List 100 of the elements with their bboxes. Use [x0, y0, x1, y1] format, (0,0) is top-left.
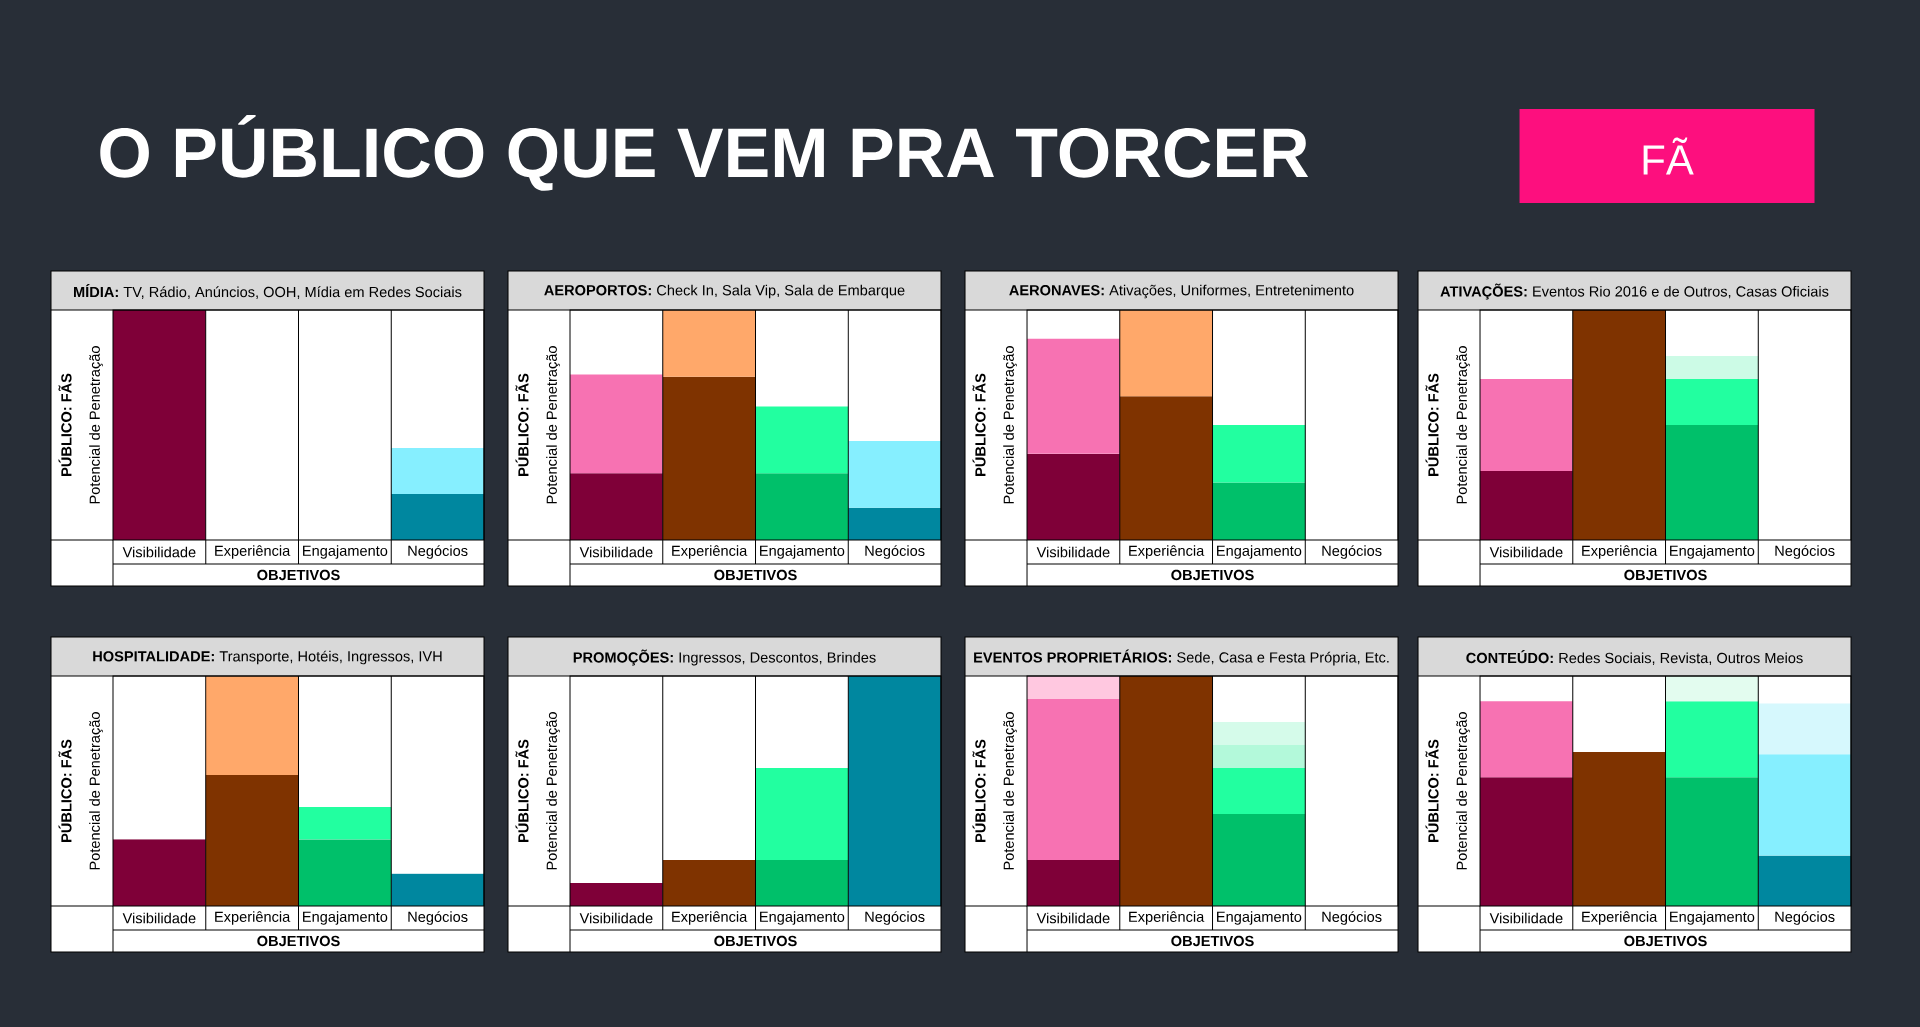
annotation: Potencial de Penetração: [1003, 346, 1017, 504]
x-tick-label: Negócios: [865, 545, 925, 559]
bar: [1758, 754, 1852, 856]
annotation: Potencial de Penetração: [1456, 346, 1470, 504]
x-tick-label: Visibilidade: [579, 546, 653, 558]
y-axis-title: PÚBLICO: FÃS: [1425, 373, 1439, 476]
bar: [1480, 777, 1573, 906]
x-axis-title: OBJETIVOS: [257, 569, 340, 581]
annotation: Potencial de Penetração: [1456, 712, 1470, 870]
x-axis-title: OBJETIVOS: [257, 935, 340, 947]
bar: [755, 406, 849, 474]
bar: [662, 309, 756, 377]
bar: [570, 883, 663, 906]
x-tick-label: Engajamento: [760, 545, 845, 559]
x-axis-title: OBJETIVOS: [1624, 569, 1707, 581]
x-tick-label: Engajamento: [760, 911, 845, 925]
x-axis-title: OBJETIVOS: [714, 569, 797, 581]
x-tick-label: Visibilidade: [1489, 546, 1563, 558]
bar: [755, 860, 849, 906]
bar: [1119, 309, 1213, 397]
x-tick-label: Visibilidade: [1036, 912, 1110, 924]
annotation: Potencial de Penetração: [1003, 712, 1017, 870]
bar: [205, 774, 299, 906]
text: FÃ: [1643, 137, 1694, 175]
y-axis-title: PÚBLICO: FÃS: [58, 373, 72, 476]
chart-title: HOSPITALIDADE: Transporte, Hotéis, Ingressos, IVH: [93, 650, 442, 665]
x-tick-label: Experiência: [1129, 911, 1205, 925]
y-axis-title: PÚBLICO: FÃS: [515, 373, 529, 476]
x-tick-label: Negócios: [1775, 545, 1835, 559]
y-axis-title: PÚBLICO: FÃS: [58, 739, 72, 842]
x-axis-title: OBJETIVOS: [1171, 935, 1254, 947]
bar: [1665, 355, 1759, 379]
chart-title: AEROPORTOS: Check In, Sala Vip, Sala de Embarque: [544, 284, 905, 299]
x-tick-label: Experiência: [1582, 911, 1658, 925]
bar: [113, 839, 206, 906]
annotation: Potencial de Penetração: [546, 712, 560, 870]
chart-title: MÍDIA: TV, Rádio, Anúncios, OOH, Mídia em Redes Sociais: [74, 284, 462, 299]
bar: [1212, 745, 1306, 768]
bar: [1212, 768, 1306, 814]
bar: [1027, 338, 1120, 454]
bar: [1480, 379, 1573, 471]
bar: [1665, 379, 1759, 425]
x-tick-label: Experiência: [1129, 545, 1205, 559]
annotation: Potencial de Penetração: [89, 346, 103, 504]
x-tick-label: Negócios: [865, 911, 925, 925]
bar: [1027, 676, 1120, 699]
x-tick-label: Engajamento: [303, 545, 388, 559]
x-tick-label: Visibilidade: [579, 912, 653, 924]
bar: [848, 441, 942, 508]
text: O PÚBLICO QUE VEM PRA TORCER: [100, 114, 1309, 191]
bar: [570, 374, 663, 474]
annotation: Potencial de Penetração: [89, 712, 103, 870]
bar: [1027, 453, 1120, 540]
bar: [1665, 777, 1759, 906]
x-axis-title: OBJETIVOS: [1171, 569, 1254, 581]
y-axis-title: PÚBLICO: FÃS: [515, 739, 529, 842]
x-tick-label: Engajamento: [1217, 911, 1302, 925]
x-tick-label: Engajamento: [1670, 911, 1755, 925]
x-tick-label: Engajamento: [1670, 545, 1755, 559]
bar: [391, 873, 485, 906]
chart-title: ATIVAÇÕES: Eventos Rio 2016 e de Outros, Casas Oficiais: [1440, 283, 1829, 300]
y-axis-title: PÚBLICO: FÃS: [972, 373, 986, 476]
bar: [1027, 699, 1120, 860]
bar: [298, 807, 392, 840]
x-axis-title: OBJETIVOS: [1624, 935, 1707, 947]
bar: [1119, 396, 1213, 540]
bar: [1212, 814, 1306, 906]
bar: [205, 676, 299, 775]
bar: [570, 473, 663, 540]
bar: [1480, 701, 1573, 778]
chart-title: PROMOÇÕES: Ingressos, Descontos, Brindes: [573, 649, 876, 666]
bar: [1665, 425, 1759, 540]
x-tick-label: Experiência: [1582, 545, 1658, 559]
x-tick-label: Experiência: [672, 911, 748, 925]
bar: [1665, 701, 1759, 778]
x-tick-label: Engajamento: [1217, 545, 1302, 559]
x-axis-title: OBJETIVOS: [714, 935, 797, 947]
chart-title: EVENTOS PROPRIETÁRIOS: Sede, Casa e Festa Própria, Etc.: [974, 649, 1389, 666]
chart-title: CONTEÚDO: Redes Sociais, Revista, Outros Meios: [1466, 650, 1803, 665]
x-tick-label: Engajamento: [303, 911, 388, 925]
bar: [755, 768, 849, 860]
x-tick-label: Negócios: [408, 911, 468, 925]
bar: [662, 376, 756, 540]
bar: [1212, 425, 1306, 483]
x-tick-label: Negócios: [408, 545, 468, 559]
bar: [298, 839, 392, 906]
bar: [662, 860, 756, 906]
x-tick-label: Experiência: [215, 911, 291, 925]
y-axis-title: PÚBLICO: FÃS: [972, 739, 986, 842]
bar: [1758, 855, 1852, 906]
bar: [1665, 676, 1759, 702]
bar: [1027, 860, 1120, 906]
bar: [1572, 751, 1666, 906]
bar: [1480, 471, 1573, 540]
x-tick-label: Experiência: [215, 545, 291, 559]
x-tick-label: Visibilidade: [1489, 912, 1563, 924]
x-tick-label: Experiência: [672, 545, 748, 559]
bar: [848, 507, 942, 540]
x-tick-label: Visibilidade: [1036, 546, 1110, 558]
bar: [1758, 703, 1852, 755]
